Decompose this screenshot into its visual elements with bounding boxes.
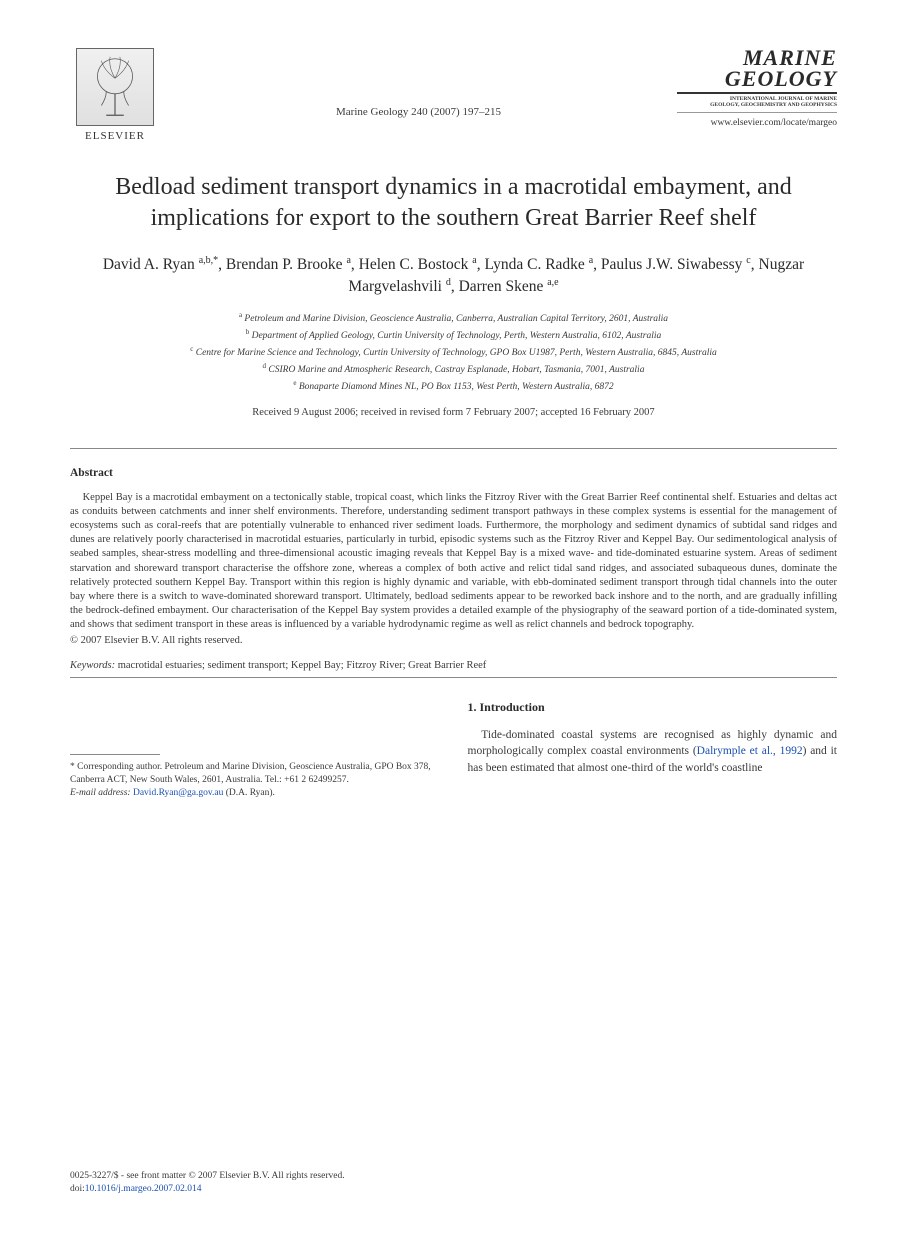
- doi-link[interactable]: 10.1016/j.margeo.2007.02.014: [85, 1184, 202, 1194]
- header-row: ELSEVIER Marine Geology 240 (2007) 197–2…: [70, 48, 837, 142]
- journal-tagline-line1: INTERNATIONAL JOURNAL OF MARINE: [730, 96, 837, 102]
- corresponding-author-footnote: * Corresponding author. Petroleum and Ma…: [70, 761, 440, 787]
- keywords-label: Keywords:: [70, 660, 115, 671]
- journal-title-box: MARINE GEOLOGY: [677, 48, 837, 94]
- journal-logo-block: MARINE GEOLOGY INTERNATIONAL JOURNAL OF …: [677, 48, 837, 128]
- affiliations-block: a Petroleum and Marine Division, Geoscie…: [90, 310, 817, 395]
- right-column: 1. Introduction Tide-dominated coastal s…: [468, 700, 838, 799]
- journal-title-line2: GEOLOGY: [677, 69, 837, 90]
- abstract-body: Keppel Bay is a macrotidal embayment on …: [70, 491, 837, 633]
- corr-label: * Corresponding author.: [70, 762, 164, 772]
- journal-tagline-line2: GEOLOGY, GEOCHEMISTRY AND GEOPHYSICS: [710, 102, 837, 108]
- intro-heading: 1. Introduction: [468, 700, 838, 715]
- footnote-divider: [70, 754, 160, 755]
- two-column-region: * Corresponding author. Petroleum and Ma…: [70, 700, 837, 799]
- article-dates: Received 9 August 2006; received in revi…: [70, 407, 837, 418]
- email-link[interactable]: David.Ryan@ga.gov.au: [133, 788, 223, 798]
- divider-bottom: [70, 677, 837, 678]
- divider-top: [70, 448, 837, 449]
- intro-reference-link[interactable]: Dalrymple et al., 1992: [697, 745, 803, 757]
- journal-tagline: INTERNATIONAL JOURNAL OF MARINE GEOLOGY,…: [677, 96, 837, 113]
- email-name: (D.A. Ryan).: [226, 788, 275, 798]
- abstract-copyright: © 2007 Elsevier B.V. All rights reserved…: [70, 635, 837, 646]
- email-label: E-mail address:: [70, 788, 131, 798]
- doi-line: doi:10.1016/j.margeo.2007.02.014: [70, 1183, 345, 1196]
- publisher-name: ELSEVIER: [85, 130, 145, 142]
- left-column: * Corresponding author. Petroleum and Ma…: [70, 700, 440, 799]
- journal-url[interactable]: www.elsevier.com/locate/margeo: [677, 118, 837, 128]
- doi-label: doi:: [70, 1184, 85, 1194]
- keywords-text: macrotidal estuaries; sediment transport…: [118, 660, 487, 671]
- intro-body: Tide-dominated coastal systems are recog…: [468, 727, 838, 775]
- publisher-logo: ELSEVIER: [70, 48, 160, 142]
- authors-line: David A. Ryan a,b,*, Brendan P. Brooke a…: [100, 254, 807, 298]
- issn-line: 0025-3227/$ - see front matter © 2007 El…: [70, 1170, 345, 1183]
- email-footnote: E-mail address: David.Ryan@ga.gov.au (D.…: [70, 787, 440, 800]
- elsevier-tree-icon: [76, 48, 154, 126]
- abstract-heading: Abstract: [70, 467, 837, 479]
- footer-block: 0025-3227/$ - see front matter © 2007 El…: [70, 1170, 345, 1196]
- article-title: Bedload sediment transport dynamics in a…: [90, 172, 817, 234]
- keywords-line: Keywords: macrotidal estuaries; sediment…: [70, 660, 837, 671]
- citation-line: Marine Geology 240 (2007) 197–215: [269, 106, 569, 118]
